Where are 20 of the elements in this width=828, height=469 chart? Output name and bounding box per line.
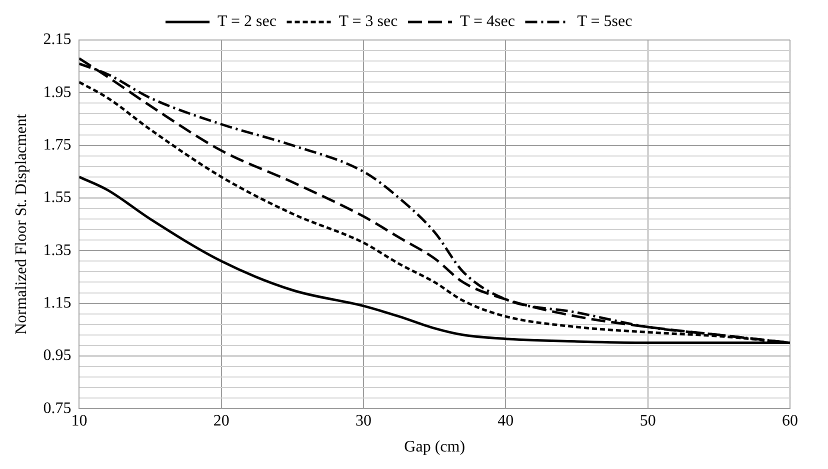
y-tick-label: 0.95 <box>43 347 72 364</box>
legend-label: T = 2 sec <box>218 13 276 30</box>
y-tick-label: 1.35 <box>43 242 72 259</box>
legend-label: T = 3 sec <box>338 13 398 30</box>
x-tick-label: 20 <box>213 412 230 430</box>
x-tick-label: 50 <box>640 412 656 430</box>
legend-label: T = 5sec <box>577 13 632 30</box>
x-tick-label: 60 <box>782 412 798 430</box>
x-tick-label: 10 <box>71 412 88 430</box>
y-tick-label: 1.55 <box>43 189 72 206</box>
y-tick-label: 1.95 <box>43 84 72 101</box>
x-tick-label: 30 <box>356 412 372 430</box>
y-tick-label: 1.15 <box>43 294 72 312</box>
y-tick-label: 2.15 <box>43 31 72 48</box>
x-axis-title: Gap (cm) <box>404 438 466 456</box>
y-tick-label: 0.75 <box>43 400 72 417</box>
x-tick-label: 40 <box>498 412 514 430</box>
legend-label: T = 4sec <box>460 13 515 30</box>
y-axis-title: Normalized Floor St. Displacment <box>12 114 30 335</box>
y-tick-label: 1.75 <box>43 136 72 154</box>
